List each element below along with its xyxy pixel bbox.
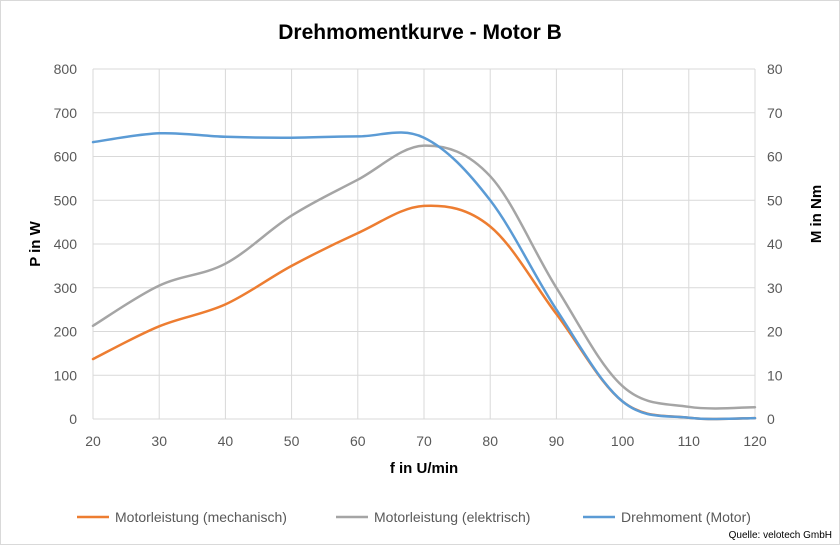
y-axis-left-title: P in W: [27, 220, 44, 266]
y-right-tick-label: 0: [767, 411, 775, 427]
x-tick-label: 70: [416, 433, 432, 449]
x-tick-label: 50: [284, 433, 300, 449]
y-right-tick-label: 50: [767, 192, 783, 208]
y-left-tick-label: 700: [54, 105, 78, 121]
y-left-tick-label: 0: [69, 411, 77, 427]
y-axis-right-title: M in Nm: [808, 185, 825, 243]
legend-label: Motorleistung (elektrisch): [374, 509, 530, 525]
x-tick-label: 90: [549, 433, 565, 449]
y-right-tick-label: 40: [767, 236, 783, 252]
y-left-tick-label: 600: [54, 149, 78, 165]
y-right-tick-label: 80: [767, 61, 783, 77]
y-axis-right-ticks: 0 10 20 30 40 50 60 70 80: [767, 61, 783, 427]
y-left-tick-label: 200: [54, 324, 78, 340]
y-right-tick-label: 20: [767, 324, 783, 340]
y-left-tick-label: 100: [54, 367, 78, 383]
series-group: [91, 131, 757, 421]
x-axis-title: f in U/min: [390, 460, 458, 477]
x-tick-label: 110: [678, 433, 701, 449]
y-right-tick-label: 10: [767, 367, 783, 383]
y-left-tick-label: 400: [54, 236, 78, 252]
chart-title: Drehmomentkurve - Motor B: [278, 21, 562, 44]
legend: Motorleistung (mechanisch) Motorleistung …: [77, 509, 751, 525]
x-tick-label: 30: [151, 433, 167, 449]
x-axis-ticks: 20 30 40 50 60 70 80 90 100 110 120: [85, 433, 767, 449]
series-line-3: [91, 131, 757, 421]
y-right-tick-label: 60: [767, 149, 783, 165]
x-tick-label: 60: [350, 433, 366, 449]
y-left-tick-label: 500: [54, 192, 78, 208]
x-tick-label: 120: [743, 433, 767, 449]
legend-label: Motorleistung (mechanisch): [115, 509, 287, 525]
legend-label: Drehmoment (Motor): [621, 509, 751, 525]
source-note: Quelle: velotech GmbH: [729, 530, 832, 541]
x-tick-label: 40: [218, 433, 234, 449]
grid: [92, 68, 756, 420]
y-left-tick-label: 800: [54, 61, 78, 77]
y-right-tick-label: 70: [767, 105, 783, 121]
series-line-2: [91, 144, 757, 410]
y-axis-left-ticks: 0 100 200 300 400 500 600 700 800: [54, 61, 78, 427]
y-right-tick-label: 30: [767, 280, 783, 296]
x-tick-label: 80: [482, 433, 498, 449]
y-left-tick-label: 300: [54, 280, 78, 296]
x-tick-label: 100: [611, 433, 635, 449]
x-tick-label: 20: [85, 433, 101, 449]
